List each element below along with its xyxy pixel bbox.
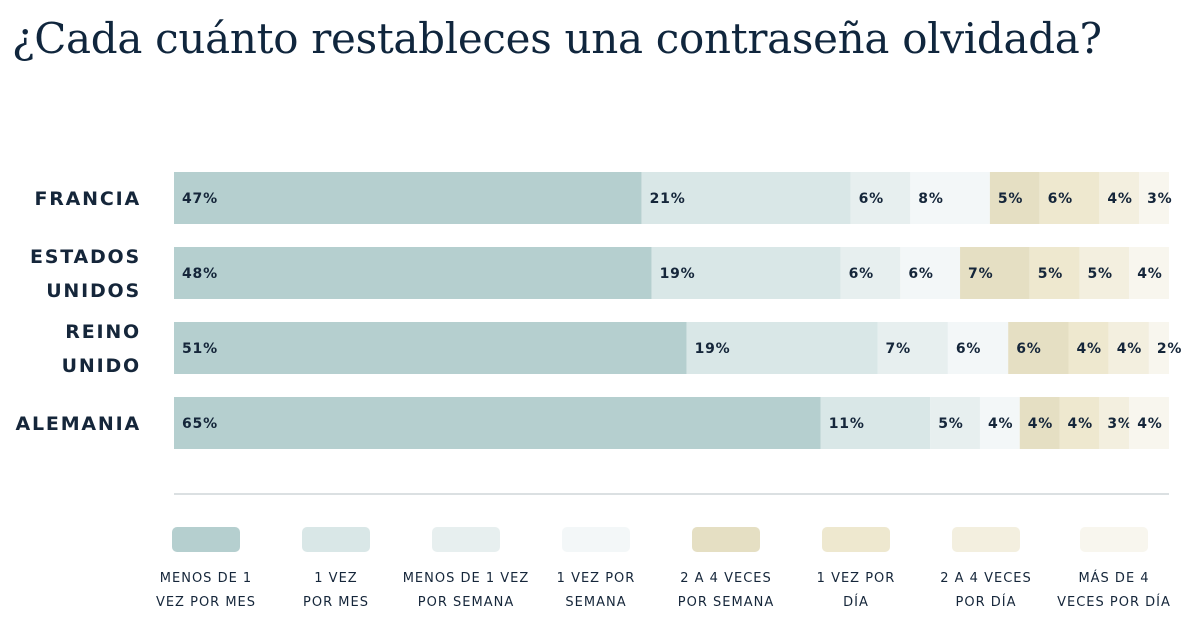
data-label: 6% — [908, 266, 933, 282]
data-label: 65% — [182, 416, 218, 432]
bar-segment — [1079, 247, 1130, 299]
legend-swatch — [562, 527, 630, 552]
bar-segment — [1099, 397, 1130, 449]
bar-segment — [989, 172, 1040, 224]
legend-label: VECES POR DÍA — [1057, 594, 1171, 610]
legend-label: SEMANA — [565, 595, 626, 610]
bar-segment — [174, 247, 652, 299]
legend-swatch — [302, 527, 370, 552]
legend-label: DÍA — [843, 594, 869, 610]
data-label: 6% — [956, 341, 981, 357]
data-label: 7% — [886, 341, 911, 357]
data-label: 4% — [1117, 341, 1142, 357]
bar-segment — [820, 397, 931, 449]
bar-segment — [174, 172, 642, 224]
data-label: 4% — [1068, 416, 1093, 432]
legend-label: MENOS DE 1 VEZ — [403, 571, 530, 586]
data-label: 6% — [1048, 191, 1073, 207]
bar-segment — [1068, 322, 1109, 374]
bar-segment — [1099, 172, 1140, 224]
bar-segment — [1039, 172, 1100, 224]
bar-segment — [1108, 322, 1149, 374]
chart-title: ¿Cada cuánto restableces una contraseña … — [12, 14, 1102, 63]
legend-label: POR DÍA — [956, 594, 1017, 610]
data-label: 2% — [1157, 341, 1182, 357]
bar-segment — [174, 397, 821, 449]
data-label: 19% — [660, 266, 696, 282]
data-label: 48% — [182, 266, 218, 282]
data-label: 3% — [1107, 416, 1132, 432]
data-label: 6% — [1016, 341, 1041, 357]
bar-segment — [979, 397, 1020, 449]
legend-swatch — [1080, 527, 1148, 552]
legend-label: POR SEMANA — [678, 595, 774, 610]
legend-label: 1 VEZ POR — [817, 571, 896, 586]
bar-segment — [1139, 172, 1169, 224]
data-label: 4% — [1137, 416, 1162, 432]
country-label: ESTADOS — [30, 246, 141, 268]
legend-label: 2 A 4 VECES — [680, 571, 771, 586]
data-label: 4% — [1107, 191, 1132, 207]
legend-label: 1 VEZ — [314, 571, 357, 586]
bar-segment — [1148, 322, 1169, 374]
data-label: 6% — [849, 266, 874, 282]
bar-segment — [900, 247, 961, 299]
bar-segment — [1129, 247, 1169, 299]
bar-segment — [686, 322, 878, 374]
legend-swatch — [822, 527, 890, 552]
bar-segment — [877, 322, 948, 374]
data-label: 4% — [1076, 341, 1101, 357]
legend-swatch — [692, 527, 760, 552]
country-label: REINO — [65, 321, 141, 343]
legend-label: POR MES — [303, 595, 369, 610]
data-label: 51% — [182, 341, 218, 357]
data-label: 6% — [859, 191, 884, 207]
bar-segment — [1059, 397, 1100, 449]
data-label: 11% — [829, 416, 865, 432]
data-label: 7% — [968, 266, 993, 282]
legend-label: 2 A 4 VECES — [940, 571, 1031, 586]
legend-swatch — [172, 527, 240, 552]
bar-segment — [850, 172, 911, 224]
data-label: 47% — [182, 191, 218, 207]
bar-segment — [1129, 397, 1169, 449]
data-label: 4% — [988, 416, 1013, 432]
data-label: 8% — [918, 191, 943, 207]
bar-segment — [947, 322, 1009, 374]
bar-segment — [651, 247, 841, 299]
bar-segment — [1029, 247, 1080, 299]
legend-label: POR SEMANA — [418, 595, 514, 610]
data-label: 5% — [1087, 266, 1112, 282]
data-label: 5% — [1038, 266, 1063, 282]
legend-label: MÁS DE 4 — [1078, 570, 1149, 586]
bar-segment — [1008, 322, 1069, 374]
legend-label: MENOS DE 1 — [160, 571, 252, 586]
data-label: 5% — [998, 191, 1023, 207]
bar-segment — [641, 172, 851, 224]
data-label: 21% — [650, 191, 686, 207]
country-label: UNIDO — [62, 355, 141, 377]
legend-swatch — [432, 527, 500, 552]
country-label: UNIDOS — [46, 280, 141, 302]
legend-swatch — [952, 527, 1020, 552]
bar-segment — [1019, 397, 1060, 449]
bar-segment — [930, 397, 980, 449]
bar-segment — [960, 247, 1030, 299]
bar-segment — [910, 172, 990, 224]
country-label: FRANCIA — [34, 188, 141, 210]
data-label: 3% — [1147, 191, 1172, 207]
bar-segment — [174, 322, 687, 374]
legend-label: 1 VEZ POR — [557, 571, 636, 586]
bar-segment — [840, 247, 901, 299]
data-label: 19% — [695, 341, 731, 357]
country-label: ALEMANIA — [16, 413, 141, 435]
data-label: 4% — [1028, 416, 1053, 432]
legend-label: VEZ POR MES — [156, 595, 256, 610]
data-label: 4% — [1137, 266, 1162, 282]
data-label: 5% — [938, 416, 963, 432]
